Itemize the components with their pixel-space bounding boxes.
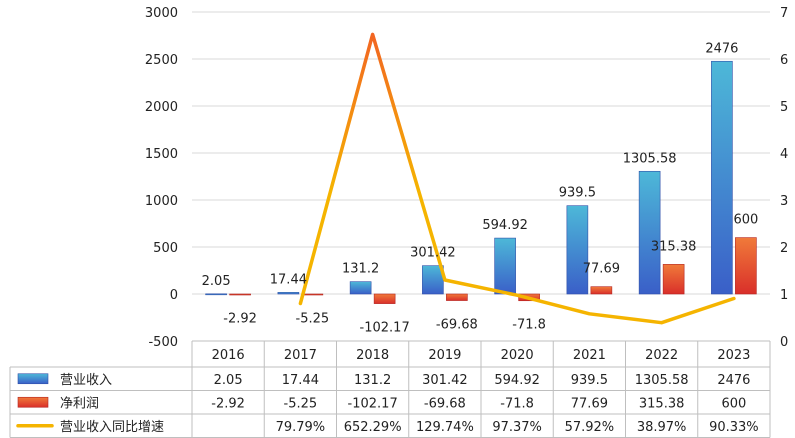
profit-data-label: -5.25: [296, 311, 330, 326]
revenue-bar: [349, 281, 372, 295]
table-cell: 2.05: [214, 373, 243, 388]
table-cell: -2.92: [211, 396, 245, 411]
revenue-data-label: 131.2: [342, 262, 379, 277]
right-tick-label: 7: [780, 6, 788, 21]
table-cell: 131.2: [354, 373, 391, 388]
profit-data-label: -69.68: [436, 318, 478, 333]
profit-bar: [229, 293, 251, 296]
table-year-header: 2023: [717, 348, 750, 363]
table-cell: 301.42: [422, 373, 468, 388]
revenue-data-label: 301.42: [410, 246, 456, 261]
table-cell: 77.69: [571, 396, 608, 411]
table-year-header: 2022: [645, 348, 678, 363]
table-year-header: 2016: [212, 348, 245, 363]
table-cell: -69.68: [424, 396, 466, 411]
revenue-bar: [638, 170, 661, 295]
right-tick-label: 6: [780, 53, 788, 68]
profit-data-label: -102.17: [360, 321, 410, 336]
left-tick-label: -500: [148, 335, 178, 350]
revenue-bar: [205, 293, 227, 296]
legend-label: 净利润: [60, 396, 99, 411]
profit-bar: [735, 237, 757, 295]
table-cell: -102.17: [348, 396, 398, 411]
revenue-bar: [566, 205, 589, 295]
data-table: 2016 2017 2018 2019 2020 2021 2022 2023 营业收入 2.05…: [9, 340, 771, 438]
table-cell: 57.92%: [565, 420, 615, 435]
growth-rate-line: [298, 32, 736, 325]
table-cell: 97.37%: [492, 420, 542, 435]
profit-data-label: -2.92: [223, 311, 257, 326]
table-cell: 594.92: [494, 373, 540, 388]
profit-data-label: 77.69: [583, 262, 620, 277]
table-cell: 315.38: [639, 396, 685, 411]
legend-label: 营业收入同比增速: [60, 420, 164, 435]
table-year-header: 2020: [501, 348, 534, 363]
growth-line: [298, 32, 736, 325]
table-year-header: 2018: [356, 348, 389, 363]
right-axis-ticks: 0 1 2 3 4 5 6 7: [780, 6, 788, 350]
table-cell: 600: [721, 396, 746, 411]
table-cell: 90.33%: [709, 420, 759, 435]
right-tick-label: 4: [780, 147, 788, 162]
profit-bar: [373, 293, 396, 304]
left-tick-label: 0: [170, 288, 178, 303]
table-cell: 1305.58: [635, 373, 689, 388]
table-cell: -5.25: [284, 396, 318, 411]
table-cell: 2476: [717, 373, 750, 388]
revenue-bar: [277, 292, 300, 295]
right-tick-label: 1: [780, 288, 788, 303]
table-cell: 129.74%: [416, 420, 474, 435]
left-tick-label: 2500: [145, 53, 178, 68]
bars: [205, 60, 757, 304]
profit-bar: [590, 286, 613, 295]
revenue-bar: [494, 237, 516, 295]
revenue-data-label: 2.05: [202, 274, 231, 289]
table-cell: 939.5: [571, 373, 608, 388]
left-tick-label: 500: [153, 241, 178, 256]
profit-bar: [446, 293, 468, 301]
revenue-data-label: 17.44: [270, 272, 307, 287]
left-tick-label: 1500: [145, 147, 178, 162]
table-year-header: 2017: [284, 348, 317, 363]
revenue-bar: [711, 60, 733, 295]
right-tick-label: 3: [780, 194, 788, 209]
revenue-data-label: 594.92: [482, 218, 528, 233]
table-cell: 17.44: [282, 373, 319, 388]
profit-data-label: -71.8: [512, 318, 546, 333]
revenue-data-label: 939.5: [559, 186, 596, 201]
left-tick-label: 3000: [145, 6, 178, 21]
table-year-header: 2021: [573, 348, 606, 363]
profit-bar: [301, 293, 324, 296]
profit-bar: [662, 264, 685, 295]
profit-data-label: 600: [733, 213, 758, 228]
left-tick-label: 1000: [145, 194, 178, 209]
left-tick-label: 2000: [145, 100, 178, 115]
right-tick-label: 5: [780, 100, 788, 115]
legend-label: 营业收入: [60, 373, 112, 388]
right-tick-label: 0: [780, 335, 788, 350]
table-cell: 79.79%: [276, 420, 326, 435]
table-year-header: 2019: [428, 348, 461, 363]
table-cell: 38.97%: [637, 420, 687, 435]
table-cell: 652.29%: [344, 420, 402, 435]
table-cell: -71.8: [500, 396, 534, 411]
data-labels: 2.05 17.44 131.2 301.42 594.92 939.5 1305.58 24…: [202, 41, 759, 335]
revenue-data-label: 1305.58: [623, 151, 677, 166]
revenue-legend-swatch: [17, 373, 49, 385]
profit-legend-swatch: [17, 396, 49, 408]
right-tick-label: 2: [780, 241, 788, 256]
profit-data-label: 315.38: [651, 239, 697, 254]
left-axis-ticks: -500 0 500 1000 1500 2000 2500 3000: [145, 6, 178, 350]
revenue-data-label: 2476: [705, 41, 738, 56]
